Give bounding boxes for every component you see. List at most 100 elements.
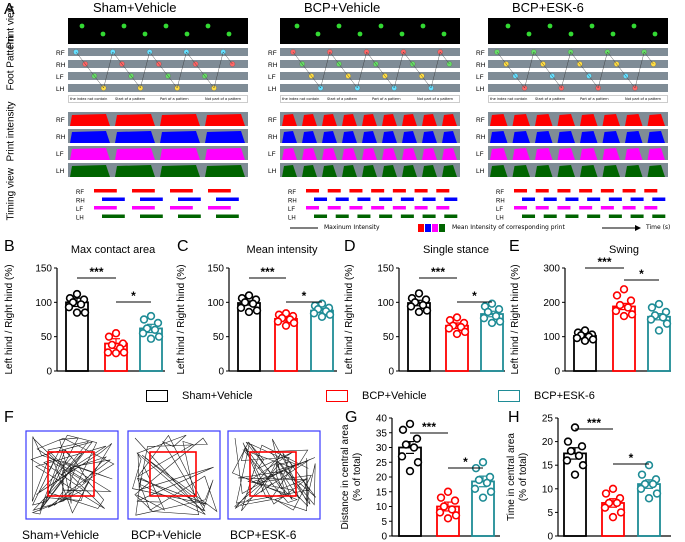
foot-pattern-link (588, 75, 599, 89)
gait-column-bcp-esk6: RH LH RF RH LF LH the index not contain Start o… (476, 18, 668, 225)
foot-pattern-link (103, 51, 113, 89)
foot-pattern-link (561, 51, 571, 89)
timing-segment (208, 189, 231, 193)
timing-segment (622, 206, 636, 210)
row-label-foot-pattern: Foot Pattern (5, 35, 17, 91)
foot-pattern-link (121, 63, 132, 77)
foot-pattern-svg: RF RH LF LH (476, 48, 668, 93)
data-point (451, 511, 461, 520)
foot-pattern-lane-label: RF (268, 50, 277, 57)
timing-segment (379, 214, 393, 218)
y-tick-label: 50 (213, 332, 225, 343)
data-point (644, 494, 654, 503)
foot-pattern-link (598, 51, 608, 89)
data-point (153, 318, 163, 328)
intensity-trace (280, 165, 460, 177)
timing-segment (357, 197, 371, 201)
foot-pattern-lane (488, 72, 668, 80)
data-point (570, 423, 580, 432)
timing-segment (216, 197, 239, 201)
foot-pattern-link (533, 51, 544, 65)
print-view-strip (280, 18, 460, 44)
print-intensity-svg: RF RH LF LH (56, 112, 248, 177)
data-point (244, 307, 254, 317)
timing-segment (587, 214, 601, 218)
data-point (76, 300, 86, 309)
y-tick-label: 10 (542, 484, 554, 495)
intensity-trace (280, 148, 460, 160)
data-point (146, 334, 156, 343)
intensity-legend (290, 224, 641, 232)
timing-segment (444, 214, 458, 218)
footprint-legend-box (68, 95, 248, 103)
data-point (414, 307, 424, 317)
timing-segment (436, 206, 450, 210)
timing-segment (630, 197, 644, 201)
time-label: Time (s) (646, 224, 671, 231)
timing-segment (514, 206, 528, 210)
footprint-dot (79, 23, 85, 29)
legend-label-bcp-esk6: BCP+ESK-6 (534, 390, 595, 402)
legend-swatch-bcp-vehicle (326, 390, 348, 402)
intensity-lane-label: LH (476, 168, 485, 175)
timing-lane-label: LH (76, 216, 84, 222)
data-point (273, 317, 283, 326)
y-tick-label: 50 (383, 332, 395, 343)
data-point (317, 312, 327, 321)
chart-title: Mean intensity (247, 244, 318, 256)
footprint-dot (100, 31, 106, 37)
y-tick-label: 20 (542, 437, 554, 448)
significance-label: *** (587, 416, 601, 430)
timing-segment (444, 197, 458, 201)
timing-segment (306, 206, 320, 210)
intensity-trace (68, 114, 248, 126)
print-view-lane-label: RH (58, 20, 68, 27)
y-axis-label-line: (% of total) (352, 453, 363, 501)
data-point (562, 456, 572, 465)
legend-swatch-lf (432, 224, 438, 232)
timing-segment (587, 197, 601, 201)
foot-pattern-link (167, 75, 178, 89)
data-point (574, 451, 584, 460)
movement-trace (30, 434, 115, 515)
intensity-trace (68, 165, 248, 177)
timing-segment (644, 206, 658, 210)
foot-pattern-lane (488, 48, 668, 56)
footprint-dot (184, 31, 190, 37)
timing-segment (102, 214, 125, 218)
data-point (443, 487, 453, 496)
foot-pattern-link (75, 51, 86, 65)
y-tick-label: 100 (377, 298, 394, 309)
footprint-legend-item: the index not contain (282, 97, 320, 101)
footprint-dot (336, 23, 342, 29)
data-point (111, 348, 121, 358)
foot-pattern-lane (280, 72, 460, 80)
foot-pattern-link (338, 63, 349, 77)
gait-column-bcp-vehicle: RH LH RF RH LF LH the index not contain Start o… (268, 18, 460, 225)
column-title-bcp-vehicle: BCP+Vehicle (304, 0, 381, 15)
timing-segment (178, 197, 201, 201)
data-point (486, 487, 496, 496)
foot-pattern-link (515, 75, 525, 89)
panel-label-h: H (508, 409, 520, 426)
data-point (240, 298, 250, 307)
print-view-lane-label: LH (58, 33, 67, 40)
chart-title: Max contact area (71, 244, 156, 256)
timing-lane-label: RH (288, 199, 297, 205)
timing-segment (314, 214, 328, 218)
foot-pattern-link (644, 51, 654, 65)
data-point (103, 348, 113, 357)
footprint-dot (547, 23, 553, 29)
chart-title: Swing (609, 244, 639, 256)
foot-pattern-link (384, 75, 395, 89)
legend-item-bcp-esk6: BCP+ESK-6 (498, 390, 595, 402)
foot-pattern-dot (623, 73, 629, 79)
panel-label-e: E (509, 238, 520, 255)
timing-view-svg: RF RH LF LH (496, 189, 666, 222)
footprint-legend-item: Start of a pattern (327, 97, 358, 101)
data-point (409, 443, 419, 452)
foot-pattern-lane (68, 84, 248, 92)
foot-pattern-dot (650, 61, 657, 67)
y-tick-label: 150 (207, 264, 224, 275)
timing-segment (535, 189, 549, 193)
